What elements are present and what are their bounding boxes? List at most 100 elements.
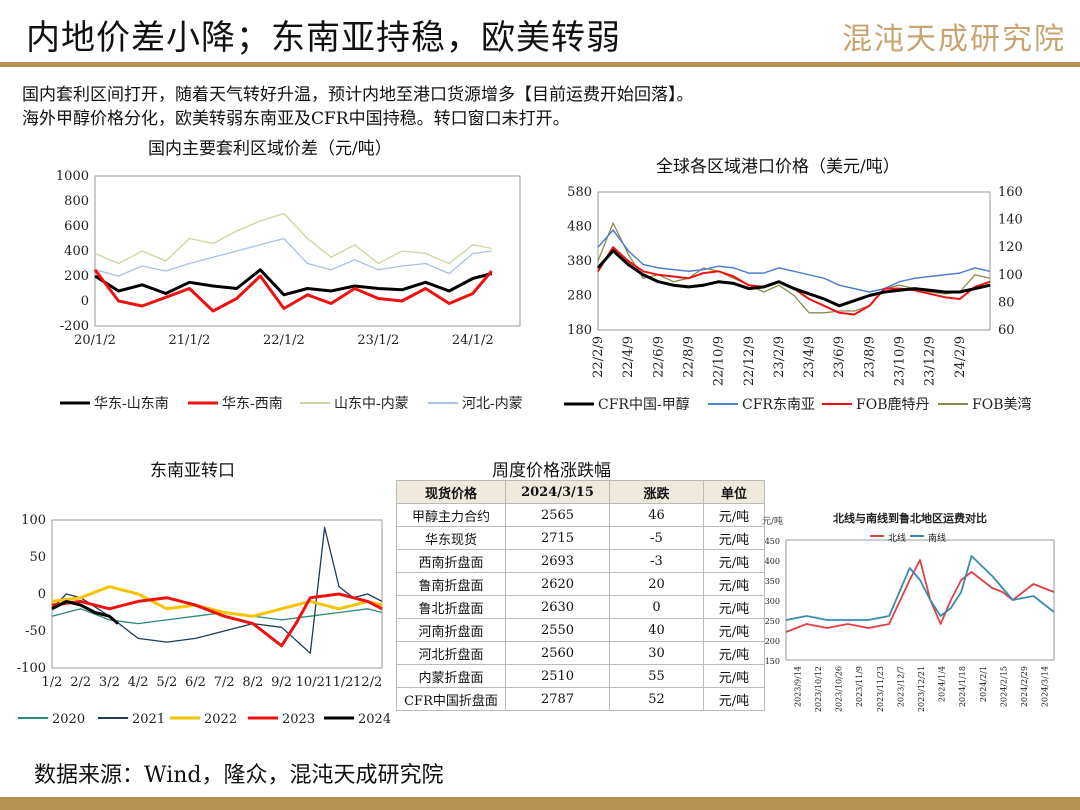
table-cell: -3 (609, 549, 704, 573)
table-header: 涨跌 (609, 480, 704, 504)
legend-label: 北线 (888, 532, 906, 544)
table-cell: 元/吨 (703, 549, 765, 573)
table-cell: 55 (609, 664, 704, 688)
x-tick-label: 10/2 (296, 675, 325, 690)
legend-label: 华东-山东南 (94, 396, 169, 412)
legend-label: 山东中-内蒙 (334, 396, 409, 412)
y-tick-label: 100 (21, 513, 46, 528)
table-cell: 2715 (505, 526, 610, 550)
x-tick-label: 24/2/9 (953, 336, 968, 378)
x-tick-label: 2024/2/29 (1020, 666, 1029, 707)
y-tick-label: 400 (64, 244, 89, 259)
x-tick-label: 1/2 (42, 675, 63, 690)
table-cell: CFR中国折盘面 (396, 687, 506, 711)
plot-frame (94, 175, 521, 327)
table-cell: 元/吨 (703, 641, 765, 665)
legend-label: 河北-内蒙 (462, 396, 523, 412)
x-tick-label: 22/4/9 (621, 336, 636, 378)
table-row: 河南折盘面 2550 40 元/吨 (396, 618, 765, 642)
footer-bar (0, 797, 1080, 810)
legend-label: 华东-西南 (222, 396, 283, 412)
legend-label: FOB美湾 (972, 396, 1031, 413)
legend-label: 2023 (282, 712, 315, 727)
x-tick-label: 2023/9/14 (793, 666, 802, 707)
series-line-CFR中国-甲醇 (596, 249, 991, 308)
table-cell: 元/吨 (703, 526, 765, 550)
table-row: 甲醇主力合约 2565 46 元/吨 (396, 503, 765, 527)
series-line-华东-西南 (93, 268, 493, 313)
x-tick-label: 20/1/2 (74, 333, 116, 348)
x-tick-label: 11/2 (324, 675, 353, 690)
x-tick-label: 9/2 (271, 675, 292, 690)
table-header: 现货价格 (396, 480, 506, 504)
table-cell: -5 (609, 526, 704, 550)
y2-tick-label: 160 (998, 185, 1023, 200)
x-tick-label: 2024/1/18 (958, 666, 967, 707)
series-line-南线 (785, 555, 1055, 621)
table-cell: 河南折盘面 (396, 618, 506, 642)
table-cell: 30 (609, 641, 704, 665)
table-header: 2024/3/15 (505, 480, 610, 504)
x-tick-label: 23/12/9 (923, 336, 938, 386)
table-cell: 元/吨 (703, 664, 765, 688)
table-row: 鲁南折盘面 2620 20 元/吨 (396, 572, 765, 596)
table-cell: 甲醇主力合约 (396, 503, 506, 527)
table-cell: 2510 (505, 664, 610, 688)
series-line-华东-山东南 (94, 268, 493, 297)
x-tick-label: 23/10/9 (893, 336, 908, 386)
y-tick-label: 180 (567, 323, 592, 338)
chart-1-title: 国内主要套利区域价差（元/吨） (148, 139, 392, 159)
legend-label: 2020 (52, 712, 85, 727)
inset-title: 北线与南线到鲁北地区运费对比 (833, 511, 987, 525)
y-tick-label: 200 (64, 269, 89, 284)
table-row: 河北折盘面 2560 30 元/吨 (396, 641, 765, 665)
y-tick-label: 200 (765, 637, 780, 646)
y-tick-label: 50 (29, 550, 46, 565)
x-tick-label: 6/2 (185, 675, 206, 690)
x-tick-label: 21/1/2 (169, 333, 211, 348)
y-tick-label: 0 (81, 294, 89, 309)
legend-label: CFR中国-甲醇 (598, 396, 690, 413)
y-tick-label: 400 (765, 557, 780, 566)
series-line-CFR东南亚 (597, 229, 991, 293)
y-tick-label: 250 (765, 617, 780, 626)
x-tick-label: 23/4/9 (802, 336, 817, 378)
x-tick-label: 3/2 (99, 675, 120, 690)
y2-tick-label: 60 (998, 323, 1015, 338)
table-title: 周度价格涨跌幅 (492, 461, 611, 481)
table-cell: 元/吨 (703, 503, 765, 527)
table-cell: 2550 (505, 618, 610, 642)
x-tick-label: 2023/10/26 (835, 666, 844, 712)
x-tick-label: 2023/12/7 (896, 666, 905, 707)
y-tick-label: 280 (567, 289, 592, 304)
table-row: 鲁北折盘面 2630 0 元/吨 (396, 595, 765, 619)
x-tick-label: 22/2/9 (591, 336, 606, 378)
intro-line-2: 海外甲醇价格分化，欧美转弱东南亚及CFR中国持稳。转口窗口未打开。 (22, 109, 570, 129)
series-line-2021 (51, 526, 383, 654)
x-tick-label: 8/2 (242, 675, 263, 690)
table-cell: 元/吨 (703, 572, 765, 596)
table-cell: 鲁南折盘面 (396, 572, 506, 596)
legend-label: FOB鹿特丹 (856, 396, 929, 413)
y-tick-label: 350 (765, 577, 780, 586)
legend-label: CFR东南亚 (742, 397, 815, 413)
y-tick-label: 380 (567, 254, 592, 269)
x-tick-label: 5/2 (156, 675, 177, 690)
inset-ylabel: 元/吨 (762, 515, 783, 527)
x-tick-label: 12/2 (353, 675, 382, 690)
y-tick-label: 450 (765, 537, 780, 546)
y-tick-label: 0 (38, 587, 46, 602)
series-line-2023 (51, 592, 383, 648)
table-cell: 2630 (505, 595, 610, 619)
series-line-河北-内蒙 (94, 237, 492, 277)
weekly-price-table: 现货价格 2024/3/15 涨跌 单位 甲醇主力合约 2565 46 元/吨 华东现货… (396, 480, 765, 711)
y-tick-label: 480 (567, 220, 592, 235)
y-tick-label: 150 (765, 657, 780, 666)
x-tick-label: 2024/2/1 (979, 666, 988, 702)
intro-line-1: 国内套利区间打开，随着天气转好升温，预计内地至港口货源增多【目前运费开始回落】。 (22, 85, 694, 105)
x-tick-label: 2023/10/12 (814, 666, 823, 712)
chart-2-title: 全球各区域港口价格（美元/吨） (656, 157, 900, 177)
table-cell: 元/吨 (703, 687, 765, 711)
table-row: 内蒙折盘面 2510 55 元/吨 (396, 664, 765, 688)
x-tick-label: 2023/11/23 (876, 666, 885, 712)
